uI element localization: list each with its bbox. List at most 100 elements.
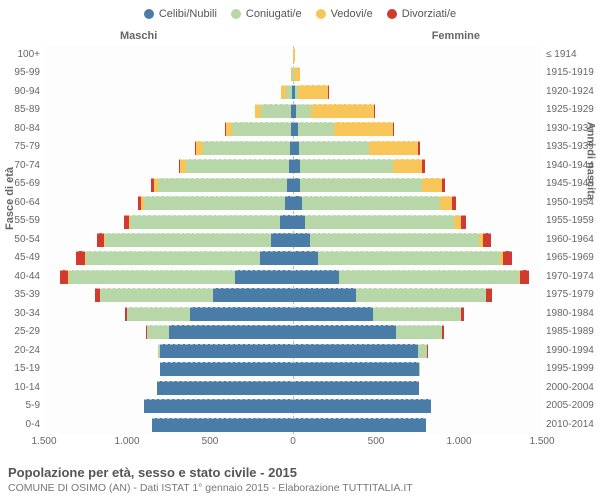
birth-year-label: 1975-1979 <box>546 289 596 300</box>
pyramid-row: 0-42010-2014 <box>44 416 542 434</box>
footer-subtitle: COMUNE DI OSIMO (AN) - Dati ISTAT 1° gen… <box>8 482 592 494</box>
bar-segment <box>160 344 293 358</box>
bar-segment <box>461 215 467 229</box>
bar-segment <box>294 67 301 81</box>
birth-year-label: 1995-1999 <box>546 363 596 374</box>
bar-segment <box>452 196 456 210</box>
age-label: 85-89 <box>4 104 40 115</box>
bar-segment <box>422 178 442 192</box>
bar-segment <box>396 325 442 339</box>
bar-segment <box>318 251 501 265</box>
bar-segment <box>298 122 335 136</box>
bar-segment <box>271 233 293 247</box>
bar-segment <box>100 288 213 302</box>
bar-segment <box>296 104 311 118</box>
age-label: 35-39 <box>4 289 40 300</box>
bar-segment <box>158 178 287 192</box>
bar-segment <box>160 362 293 376</box>
female-half <box>293 323 542 341</box>
male-half <box>44 286 293 304</box>
bar-segment <box>440 196 452 210</box>
pyramid-row: 35-391975-1979 <box>44 286 542 304</box>
bar-segment <box>293 178 300 192</box>
female-half <box>293 249 542 267</box>
bar-segment <box>157 381 293 395</box>
bar-segment <box>422 159 424 173</box>
legend-swatch <box>387 9 397 19</box>
bar-segment <box>255 104 262 118</box>
bar-segment <box>152 418 293 432</box>
x-axis: 1.5001.00050005001.0001.500 <box>44 436 542 450</box>
bar-segment <box>418 141 420 155</box>
female-half <box>293 175 542 193</box>
male-half <box>44 249 293 267</box>
x-tick-label: 1.500 <box>31 436 56 447</box>
birth-year-label: 2010-2014 <box>546 419 596 430</box>
pyramid-row: 40-441970-1974 <box>44 268 542 286</box>
bar-segment <box>369 141 419 155</box>
legend-label: Divorziati/e <box>402 8 456 20</box>
female-half <box>293 157 542 175</box>
legend-label: Vedovi/e <box>331 8 373 20</box>
x-tick-label: 1.000 <box>446 436 471 447</box>
bar-segment <box>305 215 454 229</box>
male-half <box>44 268 293 286</box>
age-label: 100+ <box>4 49 40 60</box>
pyramid-row: 20-241990-1994 <box>44 342 542 360</box>
pyramid-row: 95-991915-1919 <box>44 64 542 82</box>
bar-segment <box>60 270 68 284</box>
male-half <box>44 342 293 360</box>
pyramid-row: 45-491965-1969 <box>44 249 542 267</box>
bar-segment <box>105 233 271 247</box>
birth-year-label: 1985-1989 <box>546 326 596 337</box>
pyramid-row: 65-691945-1949 <box>44 175 542 193</box>
pyramid-row: 5-92005-2009 <box>44 397 542 415</box>
female-half <box>293 64 542 82</box>
female-half <box>293 286 542 304</box>
age-label: 65-69 <box>4 178 40 189</box>
age-label: 10-14 <box>4 382 40 393</box>
pyramid-row: 15-191995-1999 <box>44 360 542 378</box>
female-half <box>293 397 542 415</box>
pyramid-row: 50-541960-1964 <box>44 231 542 249</box>
bar-segment <box>285 196 293 210</box>
x-tick-label: 500 <box>202 436 219 447</box>
bar-segment <box>293 325 396 339</box>
plot-area: 100+≤ 191495-991915-191990-941920-192485… <box>44 46 542 434</box>
bar-segment <box>339 270 518 284</box>
legend-swatch <box>231 9 241 19</box>
birth-year-label: 1970-1974 <box>546 271 596 282</box>
age-label: 50-54 <box>4 234 40 245</box>
bar-segment <box>373 307 461 321</box>
male-half <box>44 83 293 101</box>
age-label: 95-99 <box>4 67 40 78</box>
age-label: 55-59 <box>4 215 40 226</box>
age-label: 40-44 <box>4 271 40 282</box>
age-label: 70-74 <box>4 160 40 171</box>
bar-segment <box>300 159 393 173</box>
bar-segment <box>334 122 392 136</box>
male-half <box>44 120 293 138</box>
bar-segment <box>144 399 293 413</box>
male-half <box>44 175 293 193</box>
birth-year-label: 2005-2009 <box>546 400 596 411</box>
bar-segment <box>393 159 423 173</box>
birth-year-label: ≤ 1914 <box>546 49 596 60</box>
bar-segment <box>232 122 290 136</box>
male-half <box>44 64 293 82</box>
legend-item: Celibi/Nubili <box>144 8 217 20</box>
header-male: Maschi <box>120 30 157 42</box>
male-half <box>44 231 293 249</box>
age-label: 75-79 <box>4 141 40 152</box>
bar-segment <box>418 344 428 358</box>
male-half <box>44 305 293 323</box>
bar-segment <box>293 399 431 413</box>
bar-segment <box>298 85 328 99</box>
birth-year-label: 1930-1934 <box>546 123 596 134</box>
male-half <box>44 323 293 341</box>
bar-segment <box>169 325 294 339</box>
age-label: 30-34 <box>4 308 40 319</box>
age-label: 80-84 <box>4 123 40 134</box>
bar-segment <box>454 215 461 229</box>
population-pyramid-chart: Celibi/NubiliConiugati/eVedovi/eDivorzia… <box>0 0 600 500</box>
